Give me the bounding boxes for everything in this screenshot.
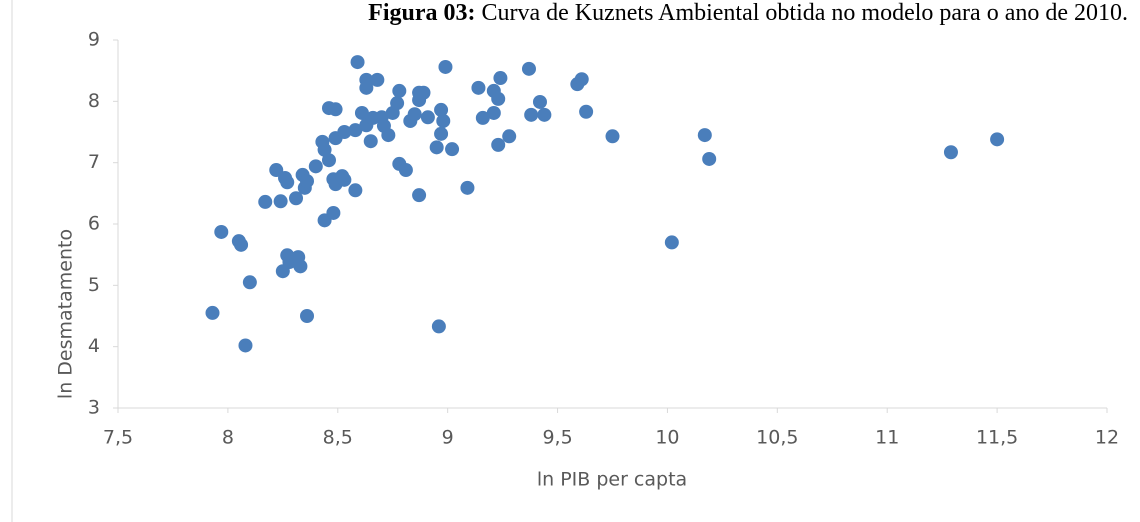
- point: [502, 129, 517, 144]
- point: [289, 191, 304, 206]
- x-tick-label: 7,5: [103, 427, 133, 449]
- title-text: Curva de Kuznets Ambiental obtida no mod…: [481, 0, 1128, 26]
- point: [258, 194, 273, 209]
- x-tick-label: 8,5: [323, 427, 353, 449]
- chart-title: Figura 03: Curva de Kuznets Ambiental obt…: [368, 0, 1128, 26]
- point: [491, 137, 506, 152]
- point: [532, 94, 547, 109]
- point: [392, 83, 407, 98]
- point: [300, 174, 315, 189]
- point: [438, 59, 453, 74]
- point: [460, 180, 475, 195]
- x-tick-label: 12: [1095, 427, 1119, 449]
- x-tick-label: 9,5: [542, 427, 572, 449]
- point: [990, 132, 1005, 147]
- x-tick-label: 8: [222, 427, 234, 449]
- point: [321, 101, 336, 116]
- point: [381, 128, 396, 143]
- point: [321, 153, 336, 168]
- point: [486, 105, 501, 120]
- point: [300, 309, 315, 323]
- point: [370, 72, 385, 87]
- point: [412, 188, 427, 203]
- point: [407, 107, 422, 122]
- point: [337, 172, 352, 187]
- x-tick-label: 10: [655, 427, 679, 449]
- y-tick-label: 5: [88, 274, 100, 296]
- point: [293, 259, 308, 274]
- point: [431, 319, 446, 334]
- point: [521, 61, 536, 76]
- point: [574, 72, 589, 87]
- y-axis-label: ln Desmatamento: [55, 229, 77, 399]
- point: [434, 126, 449, 141]
- x-tick-label: 11: [875, 427, 899, 449]
- y-tick-label: 9: [88, 29, 100, 51]
- y-tick-label: 4: [88, 335, 100, 357]
- point: [436, 113, 451, 128]
- point: [308, 159, 323, 174]
- point: [475, 110, 490, 125]
- point: [702, 151, 717, 166]
- y-tick-label: 3: [88, 397, 100, 419]
- point: [354, 105, 369, 120]
- point: [664, 235, 679, 250]
- point: [445, 142, 460, 157]
- point: [337, 125, 352, 139]
- point: [280, 175, 295, 190]
- point: [493, 71, 508, 86]
- point: [273, 194, 288, 209]
- x-tick-label: 10,5: [756, 427, 798, 449]
- x-tick-label: 11,5: [976, 427, 1018, 449]
- point: [579, 104, 594, 119]
- point: [326, 205, 341, 220]
- y-tick-label: 8: [88, 90, 100, 112]
- point: [242, 275, 257, 290]
- y-tick-label: 7: [88, 151, 100, 173]
- point: [491, 91, 506, 106]
- point: [537, 107, 552, 122]
- point: [429, 140, 444, 155]
- point: [238, 338, 253, 353]
- point: [471, 80, 486, 95]
- x-axis-label: ln PIB per capta: [537, 469, 687, 491]
- point: [359, 80, 374, 95]
- point: [205, 305, 220, 320]
- title-label: Figura 03:: [368, 0, 475, 26]
- point: [234, 237, 249, 252]
- point: [605, 129, 620, 144]
- point: [363, 134, 378, 149]
- point: [697, 128, 712, 143]
- point: [524, 107, 539, 122]
- point: [348, 123, 363, 138]
- point: [943, 145, 958, 160]
- point: [390, 96, 405, 111]
- y-tick-label: 6: [88, 213, 100, 235]
- point: [434, 102, 449, 117]
- point: [420, 110, 435, 125]
- point: [416, 85, 431, 100]
- point: [214, 224, 229, 239]
- point: [350, 55, 365, 70]
- point: [398, 163, 413, 178]
- point: [348, 183, 363, 198]
- x-tick-label: 9: [442, 427, 454, 449]
